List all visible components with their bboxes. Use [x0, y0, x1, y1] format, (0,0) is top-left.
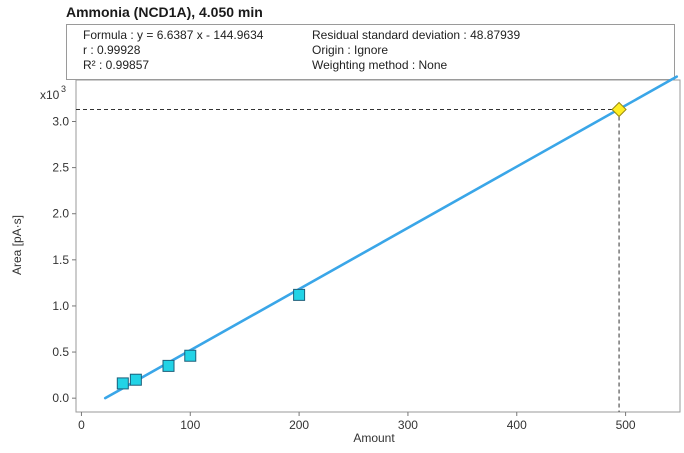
y-tick-label: 0.5 — [52, 345, 69, 359]
formula-text: Formula : y = 6.6387 x - 144.9634 — [83, 28, 264, 42]
regression-line — [103, 75, 679, 400]
x-tick-label: 500 — [616, 418, 636, 432]
rsd-text: Residual standard deviation : 48.87939 — [312, 28, 521, 42]
r-squared-text: R² : 0.99857 — [83, 58, 150, 72]
calibration-info-box: Formula : y = 6.6387 x - 144.9634 r : 0.… — [66, 24, 675, 80]
fit-line-layer — [103, 75, 679, 400]
calibration-point — [293, 288, 306, 301]
origin-text: Origin : Ignore — [312, 43, 389, 57]
y-tick-label: 2.0 — [52, 207, 69, 221]
x-tick-label: 200 — [289, 418, 309, 432]
y-axis-label: Area [pA·s] — [10, 215, 24, 275]
calibration-point — [184, 349, 197, 362]
plot-area-frame — [75, 79, 681, 413]
calibration-point — [116, 377, 129, 390]
y-multiplier-label: x10 — [40, 88, 60, 102]
y-tick-label: 3.0 — [52, 115, 69, 129]
guides-layer — [76, 109, 620, 412]
axis-ticks-layer: 0 100 200 300 400 500 0.0 0.5 1.0 1.5 2.0 2.5 3.0 — [52, 115, 636, 433]
x-tick-label: 300 — [398, 418, 418, 432]
sample-point — [611, 101, 627, 118]
x-tick-label: 400 — [507, 418, 527, 432]
chart-title: Ammonia (NCD1A), 4.050 min — [66, 4, 263, 20]
points-layer — [116, 101, 627, 390]
y-tick-label: 1.5 — [52, 253, 69, 267]
x-tick-label: 0 — [78, 418, 85, 432]
weighting-text: Weighting method : None — [312, 58, 448, 72]
calibration-point — [162, 359, 175, 372]
y-multiplier-exponent: 3 — [61, 84, 66, 94]
x-tick-label: 100 — [180, 418, 200, 432]
y-tick-label: 0.0 — [52, 391, 69, 405]
x-axis-label: Amount — [353, 431, 395, 445]
info-right-column: Residual standard deviation : 48.87939 O… — [312, 28, 520, 73]
y-tick-label: 1.0 — [52, 299, 69, 313]
calibration-point — [129, 373, 142, 386]
info-left-column: Formula : y = 6.6387 x - 144.9634 r : 0.… — [83, 28, 263, 73]
y-tick-label: 2.5 — [52, 161, 69, 175]
r-text: r : 0.99928 — [83, 43, 141, 57]
